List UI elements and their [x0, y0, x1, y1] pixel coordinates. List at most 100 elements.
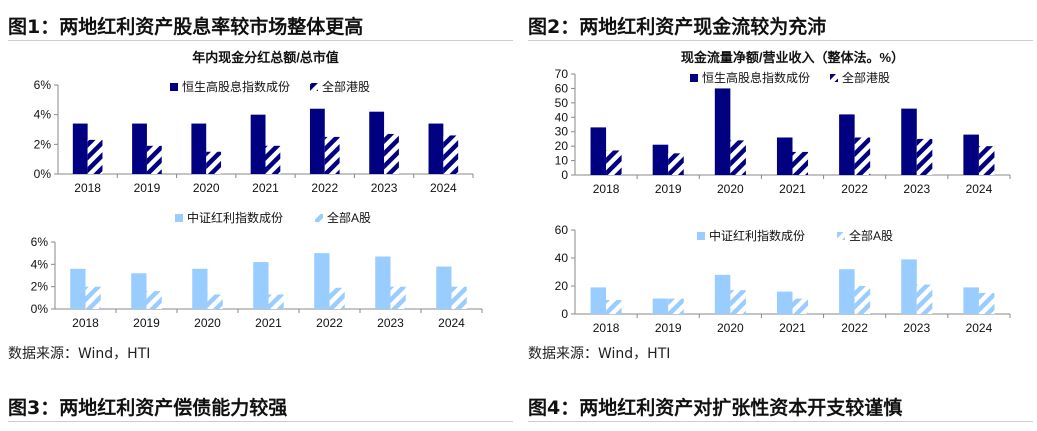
bar-恒生高股息指数成份 — [963, 134, 979, 175]
bar-恒生高股息指数成份 — [714, 88, 731, 175]
x-tick-label: 2019 — [655, 182, 682, 196]
legend-label: 中证红利指数成份 — [709, 228, 805, 243]
x-tick-label: 2018 — [593, 182, 620, 196]
bar-中证红利指数成份 — [253, 262, 269, 309]
bar-全部港股 — [606, 150, 622, 175]
x-tick-label: 2021 — [255, 316, 282, 330]
bar-全部A股 — [390, 286, 406, 309]
bar-中证红利指数成份 — [963, 287, 979, 314]
divider — [528, 40, 1033, 41]
x-tick-label: 2022 — [841, 321, 868, 335]
bar-中证红利指数成份 — [192, 268, 208, 309]
x-tick-label: 2019 — [134, 181, 161, 195]
x-tick-label: 2020 — [717, 182, 744, 196]
bar-全部A股 — [207, 294, 223, 309]
bar-全部A股 — [668, 298, 684, 314]
legend-label: 全部港股 — [322, 79, 370, 94]
x-tick-label: 2021 — [252, 181, 279, 195]
legend-swatch — [175, 214, 183, 222]
bar-全部港股 — [916, 138, 933, 175]
y-tick-label: 2% — [34, 137, 52, 151]
bar-恒生高股息指数成份 — [776, 137, 793, 175]
bar-中证红利指数成份 — [590, 287, 607, 314]
y-tick-label: 4% — [31, 257, 49, 271]
legend-swatch — [837, 232, 845, 240]
bar-恒生高股息指数成份 — [250, 114, 266, 174]
x-tick-label: 2020 — [717, 321, 744, 335]
bar-全部A股 — [730, 290, 746, 314]
bar-全部A股 — [978, 293, 995, 314]
x-tick-label: 2024 — [438, 316, 465, 330]
x-tick-label: 2020 — [194, 316, 221, 330]
bar-恒生高股息指数成份 — [309, 108, 325, 174]
y-tick-label: 0 — [561, 168, 568, 182]
y-tick-label: 6% — [31, 235, 49, 249]
divider — [8, 40, 513, 41]
bar-中证红利指数成份 — [839, 269, 855, 314]
y-tick-label: 60 — [555, 223, 569, 237]
legend-swatch — [690, 74, 698, 82]
bar-全部港股 — [443, 135, 459, 174]
divider — [528, 421, 1033, 422]
bar-全部港股 — [854, 137, 871, 175]
y-tick-label: 0% — [34, 167, 52, 181]
x-tick-label: 2023 — [371, 181, 398, 195]
bar-全部港股 — [384, 133, 399, 174]
figure-4-title: 图4：两地红利资产对扩张性资本开支较谨慎 — [528, 397, 903, 419]
y-tick-label: 40 — [555, 110, 569, 124]
y-tick-label: 4% — [34, 108, 52, 122]
x-tick-label: 2021 — [779, 182, 806, 196]
legend-label: 全部港股 — [842, 70, 890, 85]
figure-1-source: 数据来源：Wind，HTI — [8, 346, 151, 362]
x-tick-label: 2024 — [966, 182, 993, 196]
x-tick-label: 2019 — [133, 316, 160, 330]
y-tick-label: 2% — [31, 280, 49, 294]
bar-中证红利指数成份 — [131, 273, 147, 309]
legend-swatch — [315, 214, 323, 222]
y-tick-label: 50 — [555, 96, 569, 110]
x-tick-label: 2018 — [72, 316, 99, 330]
legend-swatch — [697, 232, 705, 240]
bar-全部港股 — [324, 136, 340, 174]
legend-label: 恒生高股息指数成份 — [702, 70, 810, 85]
y-tick-label: 10 — [555, 154, 569, 168]
y-tick-label: 20 — [555, 279, 569, 293]
bar-恒生高股息指数成份 — [191, 123, 207, 174]
x-tick-label: 2018 — [593, 321, 620, 335]
bar-全部A股 — [792, 298, 809, 314]
y-tick-label: 0 — [561, 307, 568, 321]
legend-swatch — [170, 83, 178, 91]
y-tick-label: 60 — [555, 81, 569, 95]
bar-全部A股 — [329, 287, 345, 309]
y-tick-label: 20 — [555, 139, 569, 153]
bar-全部港股 — [792, 151, 809, 175]
bar-全部A股 — [606, 300, 622, 314]
chart-title: 年内现金分红总额/总市值 — [192, 50, 339, 65]
y-tick-label: 40 — [555, 251, 569, 265]
x-tick-label: 2023 — [903, 182, 930, 196]
figure-3-title: 图3：两地红利资产偿债能力较强 — [8, 397, 288, 419]
x-tick-label: 2023 — [903, 321, 930, 335]
legend-label: 全部A股 — [327, 210, 371, 225]
bar-恒生高股息指数成份 — [590, 127, 607, 175]
bar-全部A股 — [85, 286, 101, 309]
x-tick-label: 2022 — [311, 181, 338, 195]
x-tick-label: 2018 — [74, 181, 101, 195]
bar-恒生高股息指数成份 — [72, 123, 88, 174]
y-tick-label: 30 — [555, 125, 569, 139]
x-tick-label: 2023 — [377, 316, 404, 330]
bar-恒生高股息指数成份 — [839, 114, 855, 175]
bar-恒生高股息指数成份 — [901, 108, 917, 175]
figure-2-title: 图2：两地红利资产现金流较为充沛 — [528, 16, 827, 38]
x-tick-label: 2019 — [655, 321, 682, 335]
legend-swatch — [830, 74, 838, 82]
bar-全部港股 — [146, 145, 162, 174]
bar-全部港股 — [978, 146, 995, 175]
figure-1-title: 图1：两地红利资产股息率较市场整体更高 — [8, 16, 364, 38]
bar-恒生高股息指数成份 — [369, 111, 385, 174]
bar-恒生高股息指数成份 — [428, 123, 444, 174]
y-tick-label: 6% — [34, 78, 52, 92]
legend-label: 恒生高股息指数成份 — [182, 79, 290, 94]
